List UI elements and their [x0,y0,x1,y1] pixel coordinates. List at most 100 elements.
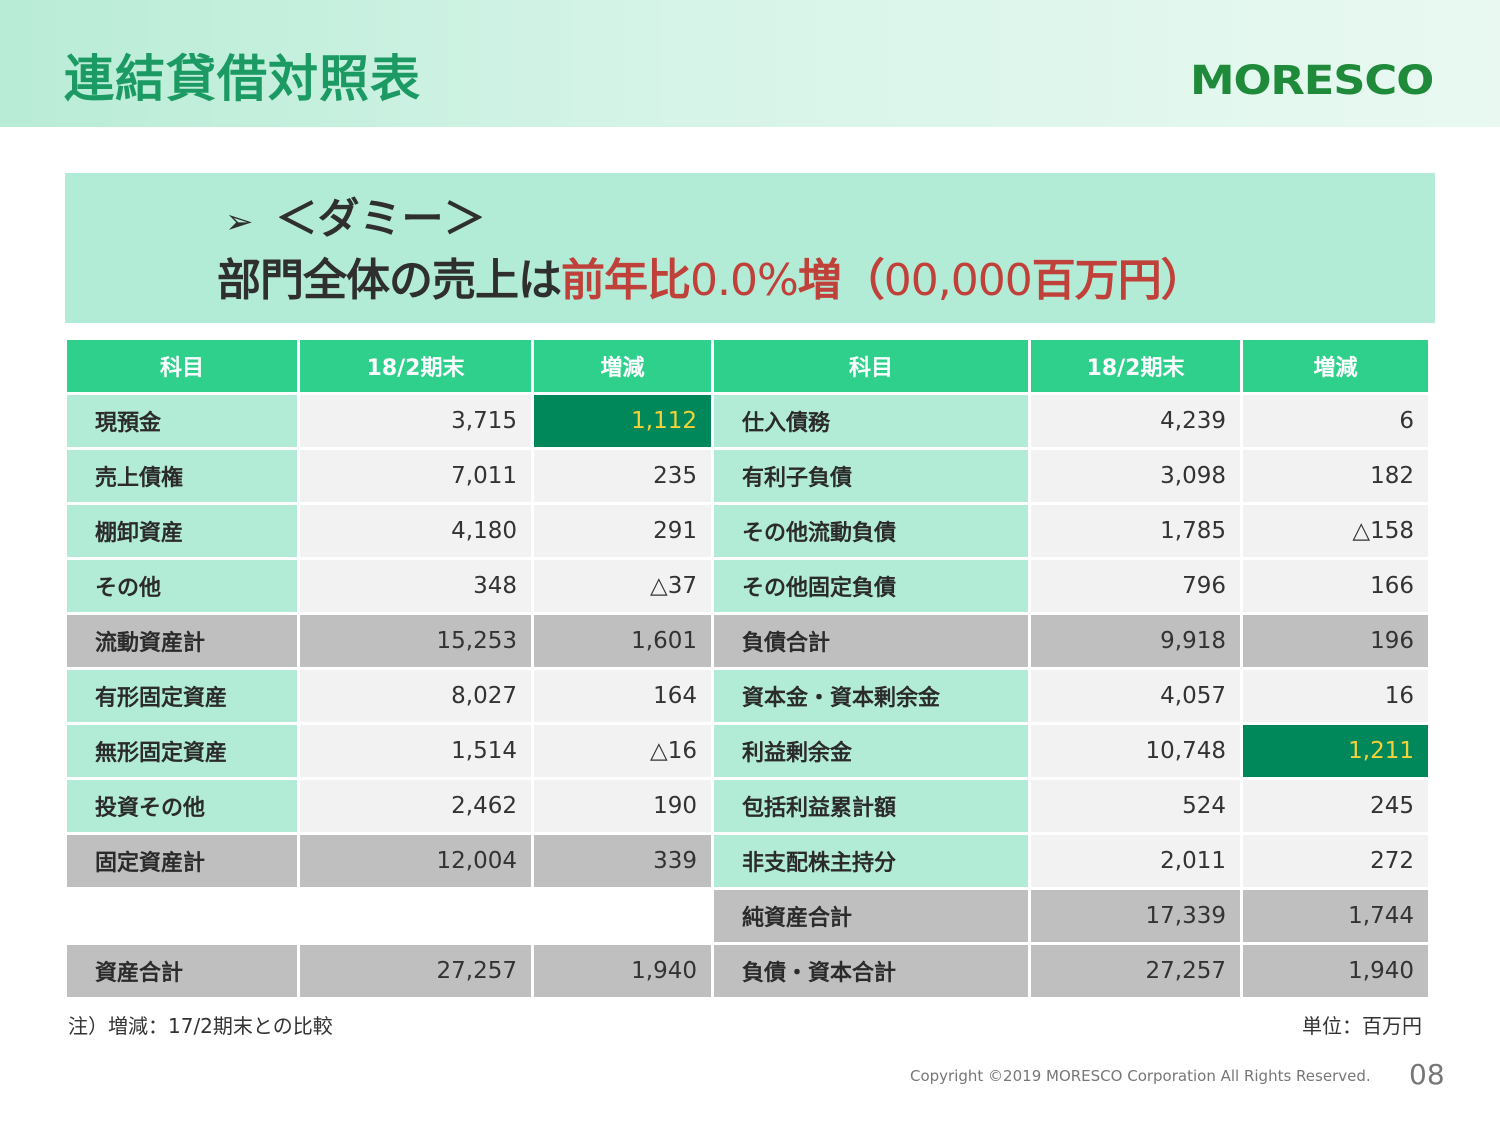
page-number: 08 [1409,1058,1445,1091]
liability-item: 仕入債務 [714,395,1028,447]
asset-item: 無形固定資産 [67,725,297,777]
header-period: 18/2期末 [1031,340,1240,392]
header-period: 18/2期末 [300,340,531,392]
asset-value: 12,004 [300,835,531,887]
asset-item: 有形固定資産 [67,670,297,722]
header-item: 科目 [67,340,297,392]
liability-item: 有利子負債 [714,450,1028,502]
liability-item: 負債合計 [714,615,1028,667]
table-row: 無形固定資産 1,514 △16 利益剰余金 10,748 1,211 [67,725,1428,777]
liability-value: 1,785 [1031,505,1240,557]
asset-change-highlight: 1,112 [534,395,711,447]
asset-item: 投資その他 [67,780,297,832]
banner-dummy-label: ＜ダミー＞ [275,194,486,243]
liability-value: 3,098 [1031,450,1240,502]
banner-unit: 百万円 [1031,255,1162,306]
header-band: 連結貸借対照表 MORESCO [0,0,1500,127]
table-row-subtotal: 流動資産計 15,253 1,601 負債合計 9,918 196 [67,615,1428,667]
asset-change: 235 [534,450,711,502]
arrowhead-bullet-icon: ➢ [225,202,254,242]
liability-value: 524 [1031,780,1240,832]
asset-value: 7,011 [300,450,531,502]
liability-value: 17,339 [1031,890,1240,942]
banner-paren-close: ） [1160,255,1205,306]
empty-cell [300,890,531,942]
table-header-row: 科目 18/2期末 増減 科目 18/2期末 増減 [67,340,1428,392]
banner-prefix: 部門全体の売上は [217,255,562,306]
asset-item: 棚卸資産 [67,505,297,557]
asset-item: 資産合計 [67,945,297,997]
table-row: 現預金 3,715 1,112 仕入債務 4,239 6 [67,395,1428,447]
asset-change: △16 [534,725,711,777]
footnote: 注）増減：17/2期末との比較 [68,1014,333,1038]
liability-change: 1,940 [1243,945,1428,997]
liability-change: 182 [1243,450,1428,502]
asset-value: 3,715 [300,395,531,447]
banner-increase: 増 [797,255,842,306]
company-logo: MORESCO [1190,58,1434,104]
banner-headline: ➢ ＜ダミー＞ [225,191,486,250]
empty-cell [534,890,711,942]
asset-change: 1,601 [534,615,711,667]
unit-label: 単位：百万円 [1302,1014,1422,1038]
table-row-equity-total: 純資産合計 17,339 1,744 [67,890,1428,942]
liability-value: 27,257 [1031,945,1240,997]
liability-change: 1,744 [1243,890,1428,942]
liability-change: 16 [1243,670,1428,722]
banner-amount: 00,000 [883,255,1033,306]
liability-item: 純資産合計 [714,890,1028,942]
asset-item: 固定資産計 [67,835,297,887]
asset-item: 現預金 [67,395,297,447]
asset-change: 164 [534,670,711,722]
table-row: 売上債権 7,011 235 有利子負債 3,098 182 [67,450,1428,502]
liability-item: 包括利益累計額 [714,780,1028,832]
liability-value: 4,239 [1031,395,1240,447]
liability-item: その他固定負債 [714,560,1028,612]
liability-value: 9,918 [1031,615,1240,667]
liability-change: 245 [1243,780,1428,832]
summary-banner: ➢ ＜ダミー＞ 部門全体の売上は前年比0.0%増（00,000百万円） [65,173,1435,323]
asset-change: △37 [534,560,711,612]
empty-cell [67,890,297,942]
asset-value: 2,462 [300,780,531,832]
table-row: 投資その他 2,462 190 包括利益累計額 524 245 [67,780,1428,832]
liability-item: 資本金・資本剰余金 [714,670,1028,722]
liability-item: 利益剰余金 [714,725,1028,777]
asset-item: その他 [67,560,297,612]
banner-yoy-label: 前年比 [561,255,691,306]
liability-change: 166 [1243,560,1428,612]
banner-summary: 部門全体の売上は前年比0.0%増（00,000百万円） [217,253,1205,309]
liability-change-highlight: 1,211 [1243,725,1428,777]
asset-value: 1,514 [300,725,531,777]
asset-change: 291 [534,505,711,557]
table-row-mixed: 固定資産計 12,004 339 非支配株主持分 2,011 272 [67,835,1428,887]
liability-change: 272 [1243,835,1428,887]
table-row: その他 348 △37 その他固定負債 796 166 [67,560,1428,612]
balance-sheet-table: 科目 18/2期末 増減 科目 18/2期末 増減 現預金 3,715 1,11… [64,337,1431,1000]
asset-change: 190 [534,780,711,832]
page-title: 連結貸借対照表 [64,50,421,108]
liability-change: 6 [1243,395,1428,447]
copyright: Copyright ©2019 MORESCO Corporation All … [910,1067,1371,1085]
asset-value: 27,257 [300,945,531,997]
asset-change: 339 [534,835,711,887]
header-change: 増減 [1243,340,1428,392]
banner-yoy-percent: 0.0% [690,255,799,306]
liability-item: 負債・資本合計 [714,945,1028,997]
asset-value: 348 [300,560,531,612]
table-row-grand-total: 資産合計 27,257 1,940 負債・資本合計 27,257 1,940 [67,945,1428,997]
asset-value: 4,180 [300,505,531,557]
header-item: 科目 [714,340,1028,392]
asset-value: 8,027 [300,670,531,722]
liability-value: 796 [1031,560,1240,612]
asset-item: 売上債権 [67,450,297,502]
table-row: 棚卸資産 4,180 291 その他流動負債 1,785 △158 [67,505,1428,557]
liability-change: △158 [1243,505,1428,557]
asset-value: 15,253 [300,615,531,667]
asset-item: 流動資産計 [67,615,297,667]
liability-value: 10,748 [1031,725,1240,777]
banner-paren-open: （ [840,255,885,306]
liability-value: 4,057 [1031,670,1240,722]
liability-change: 196 [1243,615,1428,667]
liability-item: 非支配株主持分 [714,835,1028,887]
